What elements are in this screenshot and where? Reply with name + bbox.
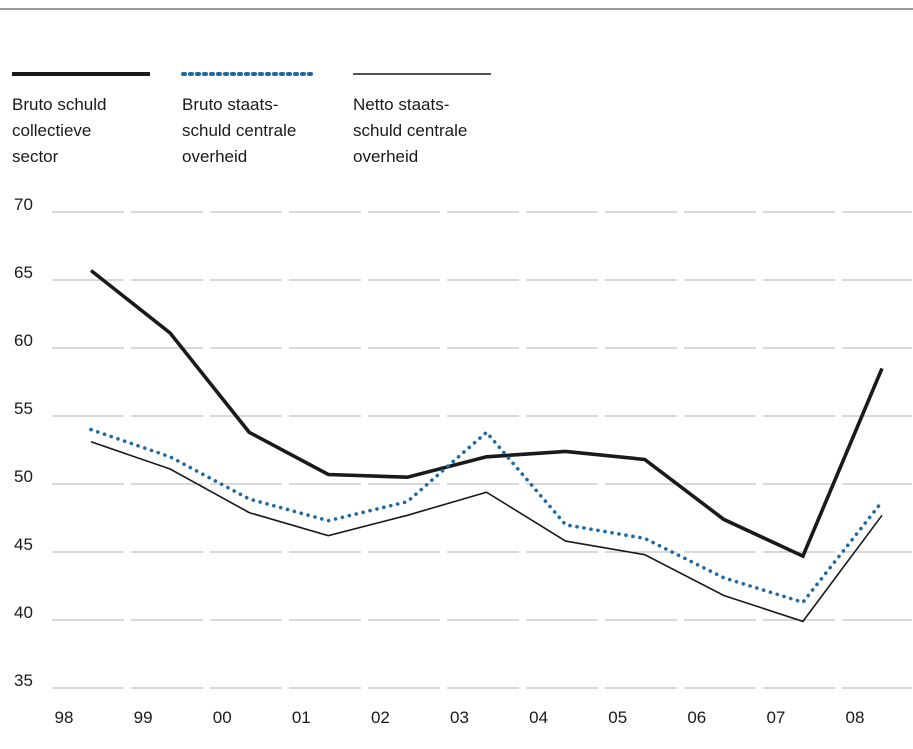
y-axis-ticks: 70 65 60 55 50 45 40 35 <box>14 195 33 690</box>
x-tick-label: 03 <box>450 708 469 727</box>
y-tick-label: 60 <box>14 331 33 350</box>
x-tick-label: 99 <box>134 708 153 727</box>
x-tick-label: 06 <box>687 708 706 727</box>
legend-label-gross-collective: Bruto schuld collectieve sector <box>12 95 107 166</box>
series-lines <box>89 269 884 623</box>
x-tick-label: 08 <box>846 708 865 727</box>
y-tick-label: 50 <box>14 467 33 486</box>
y-tick-label: 55 <box>14 399 33 418</box>
series-line-net-central <box>90 441 883 623</box>
legend-label-net-central: Netto staats- schuld centrale overheid <box>353 95 468 166</box>
y-tick-label: 35 <box>14 671 33 690</box>
y-tick-label: 65 <box>14 263 33 282</box>
x-axis-ticks: 98 99 00 01 02 03 04 05 06 07 08 <box>55 708 865 727</box>
legend-label-gross-central: Bruto staats- schuld centrale overheid <box>182 95 297 166</box>
y-tick-label: 40 <box>14 603 33 622</box>
x-tick-label: 98 <box>55 708 74 727</box>
series-line-gross-collective <box>89 269 884 559</box>
y-tick-label: 45 <box>14 535 33 554</box>
x-tick-label: 01 <box>292 708 311 727</box>
grid-lines <box>52 211 912 689</box>
y-tick-label: 70 <box>14 195 33 214</box>
x-tick-label: 00 <box>213 708 232 727</box>
series-line-gross-central <box>89 427 884 605</box>
x-tick-label: 04 <box>529 708 548 727</box>
x-tick-label: 02 <box>371 708 390 727</box>
x-tick-label: 07 <box>766 708 785 727</box>
x-tick-label: 05 <box>608 708 627 727</box>
